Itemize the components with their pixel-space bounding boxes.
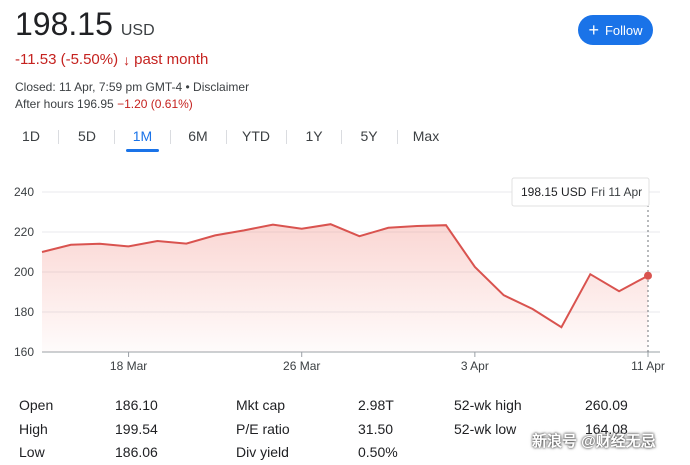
follow-button[interactable]: + Follow — [578, 15, 653, 45]
price-point[interactable] — [97, 241, 103, 247]
y-tick-label: 200 — [14, 265, 34, 279]
plus-icon: + — [588, 20, 599, 40]
tab-5d[interactable]: 5D — [78, 128, 96, 144]
x-tick-label: 3 Apr — [461, 359, 489, 373]
change-period: past month — [134, 51, 209, 68]
x-tick-label: 26 Mar — [283, 359, 320, 373]
current-point-marker — [644, 271, 652, 280]
stat-high-label: High — [19, 421, 48, 437]
price-point[interactable] — [530, 306, 536, 312]
tab-1m[interactable]: 1M — [126, 122, 159, 152]
price-point[interactable] — [616, 288, 622, 294]
price-point[interactable] — [299, 226, 305, 232]
price-area — [42, 224, 648, 352]
stat-mktcap-label: Mkt cap — [236, 397, 286, 413]
tab-divider — [226, 130, 227, 144]
currency-label: USD — [120, 22, 155, 39]
y-tick-label: 160 — [14, 345, 34, 359]
range-tabs: 1D 5D 1M 6M YTD 1Y 5Y Max — [0, 122, 460, 152]
price-tooltip: 198.15 USD Fri 11 Apr — [511, 177, 650, 207]
price-point[interactable] — [414, 223, 420, 229]
stat-52wk-low-label: 52-wk low — [454, 421, 517, 437]
after-hours-info: After hours 196.95 −1.20 (0.61%) — [15, 97, 193, 111]
price-chart[interactable]: 160 180 200 220 240 18 Mar 26 Mar 3 Apr 11 Apr 1… — [0, 170, 690, 380]
price-point[interactable] — [328, 221, 334, 227]
price-point[interactable] — [472, 264, 478, 270]
price-point[interactable] — [356, 233, 362, 239]
stat-low-value: 186.06 — [115, 444, 158, 460]
stat-52wk-high-value: 260.09 — [585, 397, 628, 413]
arrow-down-icon: ↓ — [123, 51, 131, 68]
price-point[interactable] — [241, 227, 247, 233]
price-point[interactable] — [270, 222, 276, 228]
stat-divyield-label: Div yield — [236, 444, 289, 460]
y-tick-label: 220 — [14, 225, 34, 239]
price-change: -11.53 (-5.50%) ↓ past month — [15, 51, 208, 68]
tab-max[interactable]: Max — [412, 128, 440, 144]
tooltip-date: Fri 11 Apr — [591, 185, 642, 199]
stat-divyield-value: 0.50% — [358, 444, 398, 460]
stat-pe-value: 31.50 — [358, 421, 394, 437]
tab-divider — [114, 130, 115, 144]
price-point[interactable] — [443, 222, 449, 228]
tab-divider — [58, 130, 59, 144]
stat-high-value: 199.54 — [115, 421, 158, 437]
tab-1d[interactable]: 1D — [22, 128, 40, 144]
x-tick-label: 18 Mar — [110, 359, 147, 373]
tab-5y[interactable]: 5Y — [360, 128, 378, 144]
closed-info: Closed: 11 Apr, 7:59 pm GMT-4 • Disclaim… — [15, 80, 250, 94]
tab-divider — [286, 130, 287, 144]
change-value: -11.53 (-5.50%) — [15, 51, 119, 68]
follow-button-label: Follow — [604, 22, 643, 38]
price-line — [41, 223, 649, 329]
after-hours-price: After hours 196.95 — [15, 97, 114, 111]
after-hours-change: −1.20 (0.61%) — [117, 97, 193, 111]
stat-open-value: 186.10 — [115, 397, 158, 413]
price-point[interactable] — [39, 249, 45, 255]
stat-mktcap-value: 2.98T — [358, 397, 394, 413]
tab-divider — [341, 130, 342, 144]
price-point[interactable] — [558, 324, 564, 330]
price-point[interactable] — [587, 271, 593, 277]
tab-1y[interactable]: 1Y — [305, 128, 323, 144]
stat-pe-label: P/E ratio — [236, 421, 290, 437]
tab-ytd[interactable]: YTD — [242, 128, 270, 144]
y-tick-label: 180 — [14, 305, 34, 319]
tab-divider — [397, 130, 398, 144]
price-point[interactable] — [154, 238, 160, 244]
price-point[interactable] — [68, 242, 74, 248]
key-stats: Open 186.10 High 199.54 Low 186.06 Mkt c… — [0, 388, 690, 465]
price-point[interactable] — [501, 292, 507, 298]
stat-low-label: Low — [19, 444, 45, 460]
price-point[interactable] — [385, 225, 391, 231]
tab-divider — [170, 130, 171, 144]
tooltip-price: 198.15 USD — [521, 185, 587, 199]
y-tick-label: 240 — [14, 185, 34, 199]
current-price: 198.15 — [15, 6, 113, 42]
x-tick-label: 11 Apr — [631, 359, 665, 373]
stat-open-label: Open — [19, 397, 54, 413]
watermark: 新浪号 @财经无忌 — [532, 433, 656, 450]
price-point[interactable] — [212, 232, 218, 238]
price-point[interactable] — [183, 241, 189, 247]
stat-52wk-high-label: 52-wk high — [454, 397, 522, 413]
tab-6m[interactable]: 6M — [188, 128, 208, 144]
price-point[interactable] — [126, 243, 132, 249]
price-header: 198.15 USD — [15, 6, 155, 43]
stat-52wk-low-value: 164.08 — [585, 421, 628, 437]
